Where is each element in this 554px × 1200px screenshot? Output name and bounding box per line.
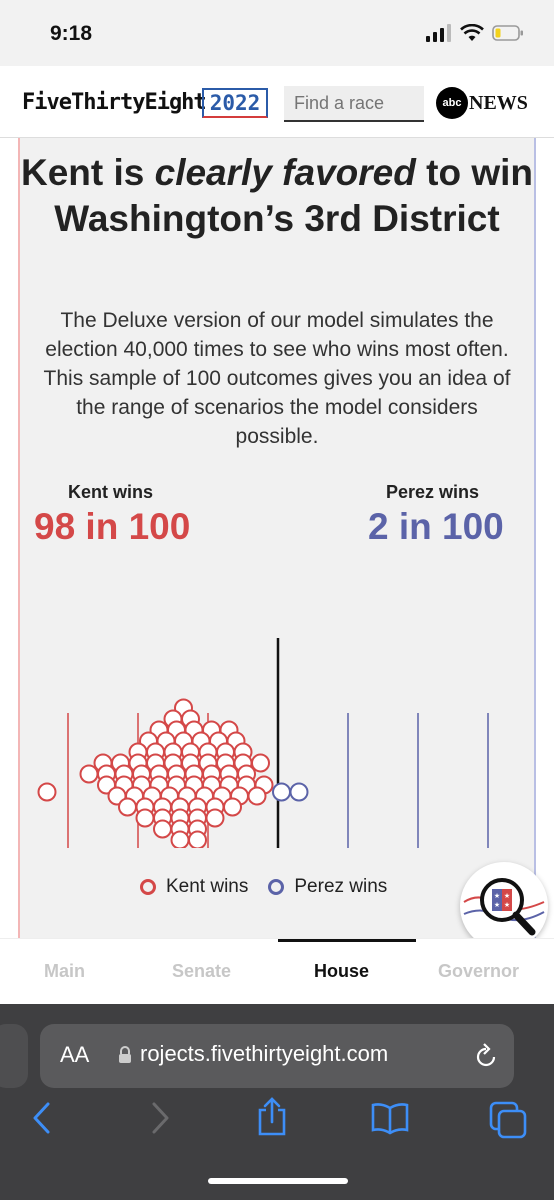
active-tab-indicator — [278, 939, 416, 942]
bookmarks-icon[interactable] — [370, 1100, 410, 1136]
previous-tab-stub[interactable] — [0, 1024, 28, 1088]
battery-icon — [492, 25, 523, 41]
tabs-icon[interactable] — [488, 1100, 528, 1140]
reader-aa-button[interactable]: AA — [60, 1042, 90, 1067]
chart-legend: Kent wins Perez wins — [140, 876, 387, 898]
headline-part2: to win Washington’s 3rd District — [54, 152, 533, 239]
tab-senate[interactable]: Senate — [172, 961, 232, 981]
section-tabs: Main Senate House Governor — [0, 938, 554, 1004]
abc-circle-icon: abc — [436, 87, 468, 119]
perez-wins-label: Perez wins — [386, 482, 480, 502]
kent-outcome-dot — [37, 782, 57, 802]
kent-outcome-dot — [170, 830, 190, 848]
address-bar[interactable]: AA rojects.fivethirtyeight.com — [40, 1024, 514, 1088]
browser-toolbar — [0, 1097, 554, 1150]
kent-legend-marker — [140, 879, 156, 895]
tab-house[interactable]: House — [314, 961, 370, 981]
forecast-panel: Kent is clearly favored to win Washingto… — [18, 138, 536, 938]
site-header: FiveThirtyEight 2022 abc NEWS — [0, 66, 554, 138]
perez-wins-value: 2 in 100 — [368, 506, 504, 547]
abc-news-text: NEWS — [469, 91, 528, 114]
browser-chrome: AA rojects.fivethirtyeight.com — [0, 1004, 554, 1200]
kent-outcome-dot — [153, 819, 172, 839]
page-title: Kent is clearly favored to win Washingto… — [20, 150, 534, 242]
headline-emphasis: clearly favored — [154, 152, 416, 193]
perez-legend-marker — [268, 879, 285, 895]
forecast-description: The Deluxe version of our model simulate… — [43, 309, 511, 448]
headline-part1: Kent is — [20, 152, 155, 193]
kent-outcome-dot — [205, 808, 225, 828]
magnifier-icon: ★ ★ ★ ★ — [463, 878, 545, 936]
wifi-icon — [460, 24, 484, 41]
back-arrow-icon[interactable] — [30, 1100, 54, 1136]
abc-news-logo[interactable]: abc NEWS — [436, 87, 528, 119]
fivethirtyeight-logo[interactable]: FiveThirtyEight — [22, 90, 207, 115]
kent-outcome-dot — [251, 753, 270, 773]
status-bar: 9:18 — [0, 0, 554, 66]
reload-icon[interactable] — [474, 1043, 498, 1069]
svg-text:★: ★ — [504, 892, 510, 900]
kent-outcome-dot — [247, 786, 267, 806]
kent-wins-value: 98 in 100 — [34, 506, 191, 547]
find-race-search-input[interactable] — [284, 86, 424, 122]
outcome-dot-chart: +30+20+10+10+20+30POPULARVOTEMARGINTIE — [37, 638, 489, 848]
forecast-magnifier-button[interactable]: ★ ★ ★ ★ — [460, 862, 548, 950]
share-icon[interactable] — [256, 1096, 288, 1138]
kent-outcome-dot — [118, 797, 137, 817]
svg-text:★: ★ — [494, 901, 500, 909]
kent-outcome-dot — [223, 797, 242, 817]
status-icons — [426, 24, 524, 42]
kent-outcome-dot — [188, 830, 207, 848]
kent-outcome-dot — [135, 808, 155, 828]
status-time: 9:18 — [50, 22, 93, 45]
lock-icon — [119, 1046, 131, 1063]
home-indicator — [208, 1178, 348, 1184]
svg-text:★: ★ — [504, 901, 510, 909]
url-text: rojects.fivethirtyeight.com — [140, 1041, 389, 1066]
year-badge[interactable]: 2022 — [202, 88, 268, 118]
perez-outcome-dot — [272, 782, 291, 802]
kent-legend-label: Kent wins — [166, 876, 249, 897]
perez-legend-label: Perez wins — [294, 876, 388, 897]
tab-governor[interactable]: Governor — [438, 961, 520, 981]
forward-arrow-icon[interactable] — [148, 1100, 172, 1136]
kent-outcome-dot — [79, 764, 99, 784]
kent-wins-label: Kent wins — [68, 482, 154, 502]
svg-text:★: ★ — [494, 892, 500, 900]
tab-main[interactable]: Main — [44, 961, 86, 981]
signal-icon — [426, 24, 451, 42]
perez-outcome-dot — [289, 782, 309, 802]
